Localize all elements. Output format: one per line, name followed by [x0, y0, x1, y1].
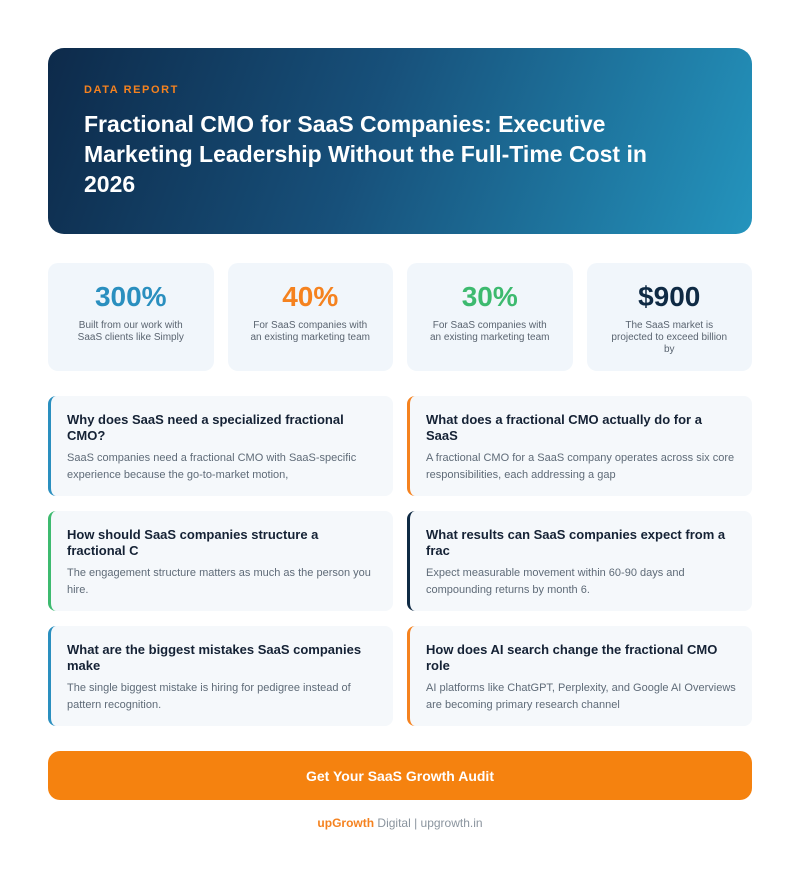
- stat-card: 30% For SaaS companies with an existing m…: [407, 263, 573, 371]
- stat-card: 300% Built from our work with SaaS client…: [48, 263, 214, 371]
- title: Fractional CMO for SaaS Companies: Execu…: [84, 111, 647, 197]
- kicker: DATA REPORT: [84, 84, 180, 96]
- question: What results can SaaS companies expect f…: [426, 527, 726, 558]
- faq-card[interactable]: What results can SaaS companies expect f…: [407, 511, 752, 611]
- question: Why does SaaS need a specialized fractio…: [67, 412, 344, 443]
- stat-label: The SaaS market is projected to exceed b…: [611, 320, 728, 355]
- stat-value: 300%: [94, 281, 167, 312]
- footer: upGrowth Digital | upgrowth.in: [0, 816, 800, 830]
- stat-label: For SaaS companies with an existing mark…: [250, 320, 370, 343]
- question: How does AI search change the fractional…: [426, 642, 718, 673]
- faq-card[interactable]: How does AI search change the fractional…: [407, 626, 752, 726]
- question: What are the biggest mistakes SaaS compa…: [67, 642, 362, 673]
- stat-label: Built from our work with SaaS clients li…: [77, 320, 184, 343]
- answer: A fractional CMO for a SaaS company oper…: [426, 452, 735, 481]
- faq-card[interactable]: Why does SaaS need a specialized fractio…: [48, 396, 393, 496]
- answer: SaaS companies need a fractional CMO wit…: [67, 452, 357, 481]
- answer: Expect measurable movement within 60-90 …: [426, 567, 685, 596]
- answer: The engagement structure matters as much…: [67, 567, 371, 596]
- answer: The single biggest mistake is hiring for…: [67, 682, 351, 711]
- stat-label: For SaaS companies with an existing mark…: [429, 320, 550, 343]
- hero: DATA REPORT Fractional CMO for SaaS Comp…: [48, 48, 752, 234]
- stat-value: $900: [638, 281, 701, 312]
- faq-card[interactable]: What does a fractional CMO actually do f…: [407, 396, 752, 496]
- cards: Why does SaaS need a specialized fractio…: [48, 396, 752, 726]
- question: What does a fractional CMO actually do f…: [426, 412, 702, 443]
- faq-card[interactable]: What are the biggest mistakes SaaS compa…: [48, 626, 393, 726]
- stat-value: 40%: [282, 281, 339, 312]
- stat-card: $900 The SaaS market is projected to exce…: [586, 263, 752, 371]
- answer: AI platforms like ChatGPT, Perplexity, a…: [426, 682, 736, 711]
- cta-button[interactable]: Get Your SaaS Growth Audit: [48, 751, 752, 800]
- footer-text: Digital | upgrowth.in: [377, 816, 483, 830]
- question: How should SaaS companies structure a fr…: [67, 527, 319, 558]
- stat-value: 30%: [461, 281, 518, 312]
- faq-card[interactable]: How should SaaS companies structure a fr…: [48, 511, 393, 611]
- brand: upGrowth: [317, 816, 375, 830]
- stats: 300% Built from our work with SaaS client…: [48, 263, 752, 371]
- stat-card: 40% For SaaS companies with an existing m…: [227, 263, 393, 371]
